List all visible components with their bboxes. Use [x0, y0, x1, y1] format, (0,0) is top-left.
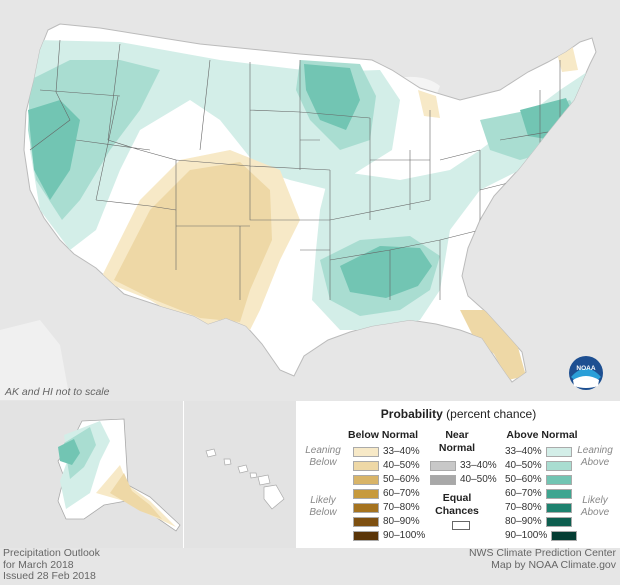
below-normal-range-label: 33–40%	[383, 446, 420, 457]
near-normal-line1: Near	[445, 429, 469, 441]
below-normal-range-label: 80–90%	[383, 516, 420, 527]
footer-outlook-info: Precipitation Outlook for March 2018 Iss…	[3, 547, 100, 583]
above-normal-legend-row: 60–70%	[505, 488, 572, 499]
above-normal-range-label: 33–40%	[505, 446, 542, 457]
near-normal-range-label: 33–40%	[460, 460, 497, 471]
near-normal-line2: Normal	[438, 442, 476, 454]
below-normal-legend-row: 90–100%	[353, 530, 425, 541]
below-normal-swatch	[353, 488, 379, 499]
below-normal-header: Below Normal	[347, 429, 418, 441]
above-normal-range-label: 80–90%	[505, 516, 542, 527]
near-normal-range-label: 40–50%	[460, 474, 497, 485]
outlook-title: Precipitation Outlook	[3, 547, 100, 559]
below-normal-legend-row: 80–90%	[353, 516, 420, 527]
pacific-ocean	[0, 320, 70, 400]
above-normal-swatch	[545, 460, 572, 471]
below-normal-range-label: 60–70%	[383, 488, 420, 499]
leaning-below-line2: Below	[309, 457, 337, 468]
above-normal-legend-row: 80–90%	[505, 516, 572, 527]
leaning-above-label: Leaning Above	[572, 445, 618, 469]
equal-chances-swatch	[452, 521, 470, 530]
likely-below-line1: Likely	[310, 495, 336, 506]
above-50-region-ca	[28, 100, 80, 200]
above-normal-legend-row: 40–50%	[505, 460, 572, 471]
issue-date: Issued 28 Feb 2018	[3, 570, 96, 582]
equal-chances-line1: Equal	[442, 492, 472, 504]
below-40-region-fl	[460, 310, 526, 380]
conus-map: NOAA	[0, 23, 603, 400]
near-normal-swatch	[430, 474, 456, 485]
credit-climate-gov: Map by NOAA Climate.gov	[491, 558, 616, 571]
above-50-region-south	[340, 246, 432, 298]
below-normal-swatch	[353, 530, 379, 541]
likely-below-label: Likely Below	[300, 495, 346, 519]
below-normal-range-label: 50–60%	[383, 474, 420, 485]
above-normal-swatch	[545, 446, 572, 457]
near-normal-legend-row: 40–50%	[430, 474, 497, 485]
state-borders	[29, 39, 561, 300]
above-normal-range-label: 60–70%	[505, 488, 542, 499]
leaning-below-line1: Leaning	[305, 445, 341, 456]
above-normal-legend-row: 33–40%	[505, 446, 572, 457]
outlook-period: for March 2018	[3, 558, 74, 571]
above-normal-legend-row: 70–80%	[505, 502, 572, 513]
leaning-below-label: Leaning Below	[300, 445, 346, 469]
above-normal-range-label: 40–50%	[505, 460, 542, 471]
below-normal-swatch	[353, 446, 379, 457]
below-normal-legend-row: 33–40%	[353, 446, 420, 457]
below-40-region-sw	[114, 162, 272, 322]
near-normal-legend-row: 33–40%	[430, 460, 497, 471]
below-normal-range-label: 40–50%	[383, 460, 420, 471]
above-normal-swatch	[545, 474, 572, 485]
likely-above-label: Likely Above	[572, 495, 618, 519]
legend-title-bold: Probability	[380, 407, 443, 421]
below-normal-swatch	[353, 474, 379, 485]
credit-cpc: NWS Climate Prediction Center	[468, 547, 616, 559]
below-normal-legend-row: 70–80%	[353, 502, 420, 513]
legend-panel: Probability (percent chance) Below Norma…	[297, 401, 620, 548]
equal-chances-line2: Chances	[435, 505, 479, 517]
below-normal-swatch	[353, 502, 379, 513]
ak-below-40	[110, 473, 162, 519]
near-normal-swatch	[430, 460, 456, 471]
above-normal-range-label: 70–80%	[505, 502, 542, 513]
above-normal-legend-row: 50–60%	[505, 474, 572, 485]
below-normal-range-label: 70–80%	[383, 502, 420, 513]
noaa-logo: NOAA	[569, 356, 603, 390]
leaning-above-line2: Above	[580, 457, 610, 468]
ak-above-50	[58, 439, 80, 465]
above-normal-range-label: 50–60%	[505, 474, 542, 485]
above-normal-range-label: 90–100%	[505, 530, 548, 541]
likely-above-line1: Likely	[582, 495, 608, 506]
equal-chances-label: Equal Chances	[427, 492, 487, 518]
above-normal-header: Above Normal	[506, 429, 578, 441]
above-normal-swatch	[551, 530, 578, 541]
below-normal-legend-row: 60–70%	[353, 488, 420, 499]
below-normal-legend-row: 40–50%	[353, 460, 420, 471]
leaning-above-line1: Leaning	[577, 445, 613, 456]
likely-above-line2: Above	[580, 507, 610, 518]
outlook-shading	[28, 40, 590, 380]
hawaii-islands	[205, 448, 285, 510]
footer-credits: NWS Climate Prediction Center Map by NOA…	[468, 547, 616, 571]
likely-below-line2: Below	[309, 507, 337, 518]
above-normal-swatch	[545, 502, 572, 513]
noaa-logo-text: NOAA	[576, 365, 595, 372]
above-normal-legend-row: 90–100%	[505, 530, 578, 541]
below-normal-swatch	[353, 516, 379, 527]
below-normal-swatch	[353, 460, 379, 471]
scale-note: AK and HI not to scale	[5, 386, 110, 398]
legend-title-rest: (percent chance)	[442, 407, 537, 421]
near-normal-header: Near Normal	[427, 429, 487, 455]
alaska-inset	[0, 401, 184, 548]
hawaii-inset	[184, 401, 297, 548]
above-normal-swatch	[545, 516, 572, 527]
below-normal-legend-row: 50–60%	[353, 474, 420, 485]
below-normal-range-label: 90–100%	[383, 530, 426, 541]
above-normal-swatch	[545, 488, 572, 499]
below-33-region-mi	[418, 90, 440, 118]
legend-title: Probability (percent chance)	[297, 407, 620, 421]
